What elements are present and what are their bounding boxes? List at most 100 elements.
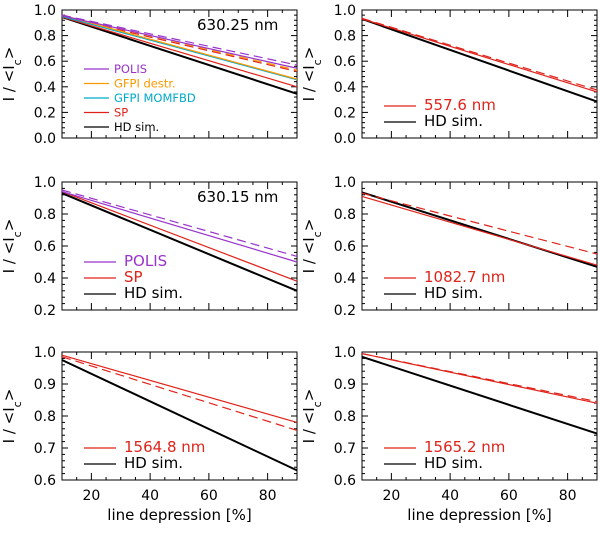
x-tick-label: 40	[441, 488, 459, 504]
legend-label: GFPI MOMFBD	[114, 91, 196, 105]
series-line-polis	[61, 191, 298, 263]
legend-label: GFPI destr.	[114, 77, 176, 91]
legend-label: 1564.8 nm	[124, 438, 205, 456]
y-tick-label: 1.0	[334, 3, 356, 19]
legend-label: HD sim.	[424, 112, 483, 130]
x-tick-label: 60	[200, 488, 218, 504]
y-axis-label: I / <Ic>	[300, 219, 324, 274]
legend-label: POLIS	[114, 62, 147, 76]
series-line-1564-8-nm	[61, 354, 298, 423]
series-line-1565-2-nm-dashed-	[361, 353, 598, 403]
legend-label: HD sim.	[114, 120, 159, 134]
y-tick-label: 0.4	[334, 271, 356, 287]
y-tick-label: 0.7	[334, 441, 356, 457]
legend-label: POLIS	[124, 252, 167, 270]
x-tick-label: 20	[82, 488, 100, 504]
y-axis-label-close: >	[300, 47, 318, 60]
y-tick-label: 0.0	[34, 131, 56, 147]
y-axis-label: I / <Ic>	[300, 389, 324, 444]
x-tick-label: 20	[382, 488, 400, 504]
y-axis-label-main: I / <I	[0, 237, 18, 273]
series-line-polis-dashed-	[61, 14, 298, 66]
y-axis-label-close: >	[0, 219, 18, 232]
y-tick-label: 1.0	[334, 175, 356, 191]
y-axis-label-main: I / <I	[300, 65, 318, 101]
y-tick-label: 1.0	[334, 345, 356, 361]
y-axis-label: I / <Ic>	[0, 219, 24, 274]
y-tick-label: 0.7	[34, 441, 56, 457]
series-line-1565-2-nm	[361, 353, 598, 404]
panel-title: 630.15 nm	[197, 188, 278, 206]
series-line-1082-7-nm	[361, 195, 598, 266]
y-tick-label: 0.2	[34, 303, 56, 319]
legend-label: HD sim.	[424, 284, 483, 302]
x-tick-label: 80	[259, 488, 277, 504]
x-tick-label: 80	[559, 488, 577, 504]
y-tick-label: 0.8	[334, 409, 356, 425]
series-line-hd-sim-	[361, 18, 598, 103]
series-line-hd-sim-	[61, 359, 298, 472]
y-tick-label: 0.6	[34, 473, 56, 489]
y-tick-label: 0.9	[34, 377, 56, 393]
y-tick-label: 1.0	[34, 345, 56, 361]
y-axis-label-close: >	[0, 47, 18, 60]
y-tick-label: 0.4	[34, 80, 56, 96]
y-tick-label: 0.2	[334, 105, 356, 121]
y-tick-label: 0.6	[334, 54, 356, 70]
y-tick-label: 0.0	[334, 131, 356, 147]
y-tick-label: 0.2	[34, 105, 56, 121]
y-axis-label-main: I / <I	[0, 407, 18, 443]
y-tick-label: 0.8	[334, 207, 356, 223]
y-axis-label-main: I / <I	[300, 237, 318, 273]
panel-title: 630.25 nm	[197, 16, 278, 34]
y-tick-label: 1.0	[34, 3, 56, 19]
y-tick-label: 0.6	[34, 54, 56, 70]
y-axis-label-subscript: c	[311, 231, 324, 237]
y-axis-label-close: >	[0, 389, 18, 402]
y-axis-label: I / <Ic>	[0, 389, 24, 444]
series-line-1564-8-nm-dashed-	[61, 356, 298, 431]
y-tick-label: 0.9	[334, 377, 356, 393]
y-tick-label: 0.8	[34, 207, 56, 223]
legend-label: SP	[114, 106, 128, 120]
series-line-hd-sim-	[361, 191, 598, 268]
legend-label: HD sim.	[424, 454, 483, 472]
series-line-hd-sim-	[61, 16, 298, 95]
series-line-557-6-nm	[361, 18, 598, 93]
y-axis-label-close: >	[300, 219, 318, 232]
legend-label: SP	[124, 268, 143, 286]
legend-label: HD sim.	[124, 454, 183, 472]
y-tick-label: 0.8	[34, 409, 56, 425]
y-tick-label: 0.6	[34, 239, 56, 255]
x-tick-label: 40	[141, 488, 159, 504]
series-line-gfpi-momfbd	[61, 15, 298, 81]
y-axis-label-subscript: c	[11, 231, 24, 237]
series-line-sp	[61, 191, 298, 282]
y-tick-label: 0.4	[334, 80, 356, 96]
y-tick-label: 0.8	[334, 29, 356, 45]
legend-label: HD sim.	[124, 284, 183, 302]
x-axis-label: line depression [%]	[107, 506, 251, 524]
y-tick-label: 1.0	[34, 175, 56, 191]
series-line-sp-dashed-	[61, 15, 298, 73]
series-line-gfpi-destr-	[61, 14, 298, 80]
y-axis-label: I / <Ic>	[300, 47, 324, 102]
y-axis-label-subscript: c	[311, 59, 324, 65]
y-axis-label-subscript: c	[11, 401, 24, 407]
y-axis-label-subscript: c	[311, 401, 324, 407]
y-tick-label: 0.8	[34, 29, 56, 45]
x-tick-label: 60	[500, 488, 518, 504]
y-tick-label: 0.6	[334, 239, 356, 255]
series-line-hd-sim-	[361, 355, 598, 435]
y-axis-label-main: I / <I	[300, 407, 318, 443]
series-line-polis-dashed-	[61, 189, 298, 257]
y-tick-label: 0.2	[334, 303, 356, 319]
series-line-1082-7-nm-dashed-	[361, 192, 598, 255]
series-line-557-6-nm-dashed-	[361, 17, 598, 91]
